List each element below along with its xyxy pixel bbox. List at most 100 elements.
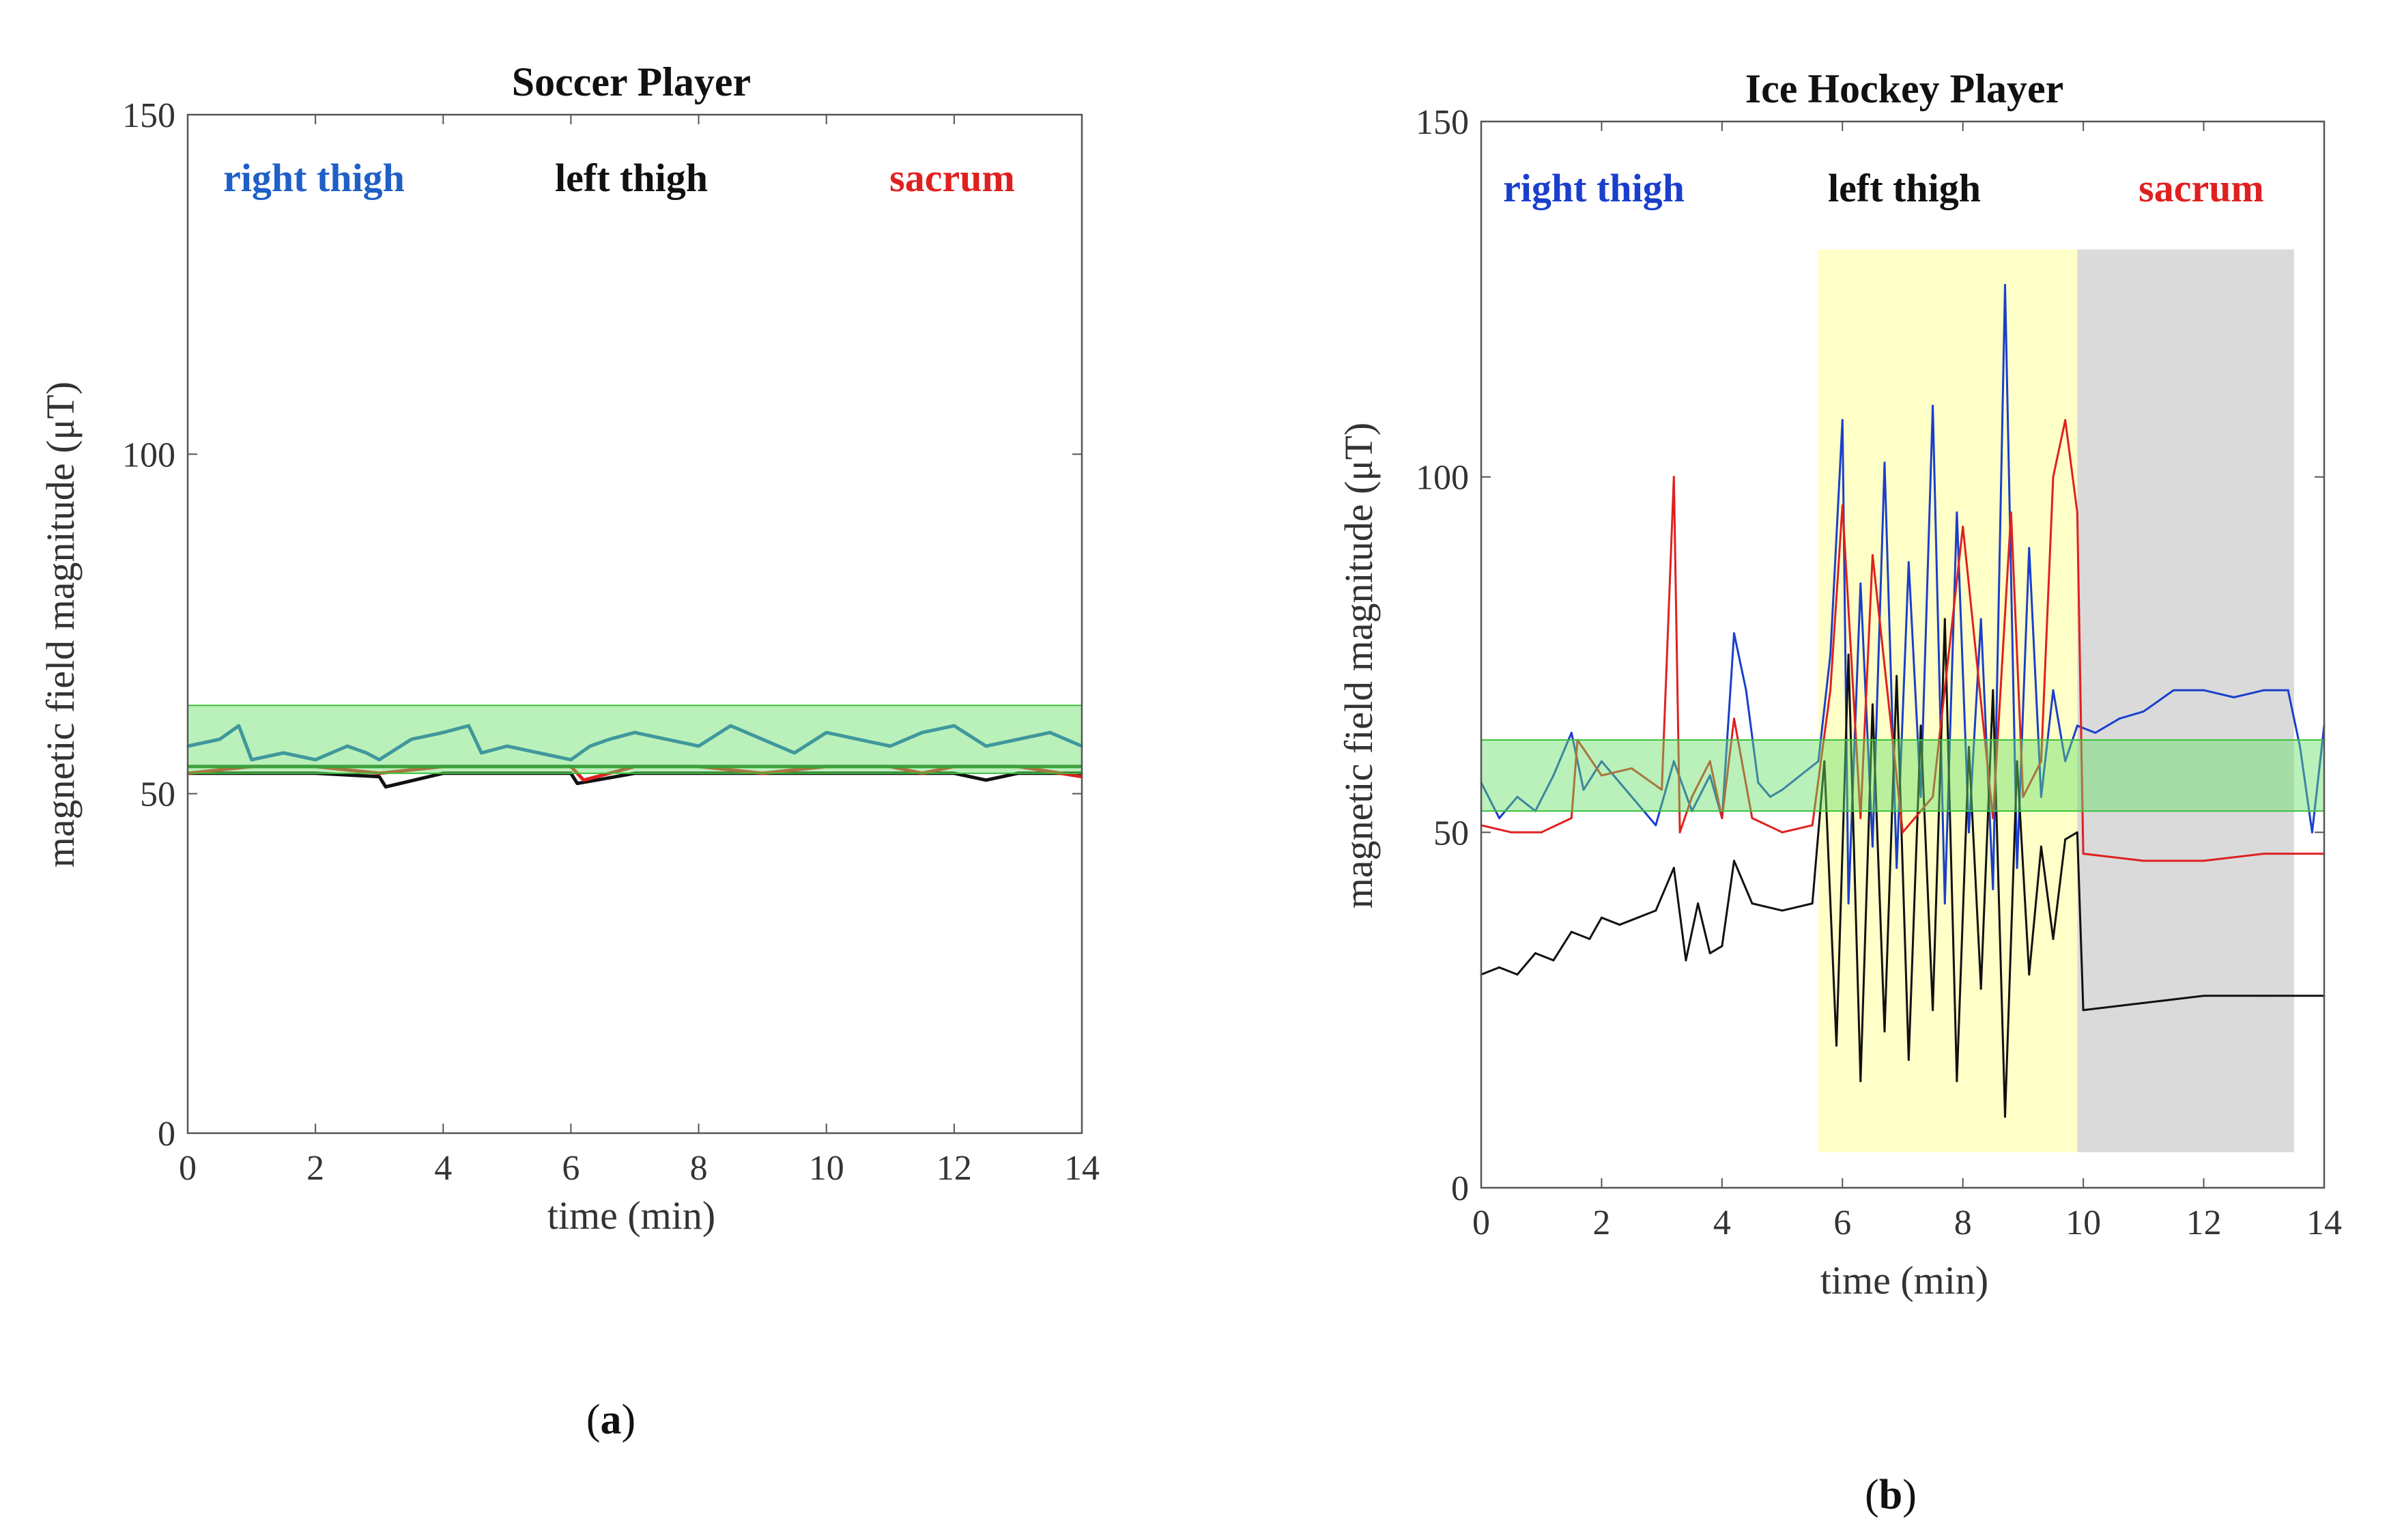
data-point	[1588, 938, 1591, 941]
data-point	[1751, 817, 1754, 820]
data-point	[346, 745, 349, 747]
legend-left-thigh: left thigh	[1828, 166, 1981, 210]
data-point	[1600, 774, 1603, 777]
data-point	[1907, 1059, 1910, 1061]
data-point	[793, 752, 796, 754]
data-point	[761, 738, 764, 741]
data-point	[1582, 788, 1585, 791]
data-point	[2052, 476, 2055, 479]
data-point	[1979, 618, 1982, 621]
data-point	[1552, 774, 1555, 777]
data-point	[985, 745, 988, 747]
chart-title: Ice Hockey Player	[1745, 66, 2064, 111]
data-point	[2040, 760, 2042, 762]
legend-sacrum: sacrum	[2138, 166, 2264, 210]
data-point	[1992, 817, 1994, 820]
data-point	[2009, 511, 2012, 514]
data-point	[1932, 795, 1934, 798]
data-point	[698, 745, 700, 747]
series-line-sacrum	[1480, 418, 2324, 862]
data-point	[889, 745, 891, 747]
data-point	[1685, 959, 1687, 962]
data-point	[2076, 511, 2078, 514]
data-point	[2203, 859, 2205, 862]
data-point	[2142, 710, 2145, 713]
data-point	[2142, 859, 2145, 862]
data-point	[2040, 795, 2042, 798]
data-point	[1600, 760, 1603, 762]
data-point	[1733, 859, 1735, 862]
data-point	[1799, 774, 1802, 777]
data-point	[238, 724, 240, 727]
data-point	[1781, 788, 1784, 791]
plot-area-ice-hockey: 0 2 4 6 8 10 12 14 0 50 100 150	[1416, 103, 2342, 1242]
data-point	[2016, 866, 2018, 869]
data-point	[1847, 902, 1850, 904]
x-tick-label: 0	[179, 1149, 197, 1188]
normal-range-band	[1480, 739, 2325, 812]
data-point	[314, 758, 317, 761]
data-point	[1902, 831, 1904, 833]
data-point	[2094, 732, 2097, 735]
data-point	[1823, 760, 1826, 762]
normal-range-band	[187, 704, 1083, 774]
data-point	[2028, 547, 2031, 550]
data-point	[1956, 1080, 1958, 1083]
plot-area-soccer: 0 2 4 6 8 10 12 14 0 50 100 150	[122, 96, 1100, 1188]
data-point	[1751, 902, 1754, 904]
data-point	[2052, 689, 2055, 691]
data-point	[2118, 717, 2121, 720]
chart-ice-hockey-player: 0 2 4 6 8 10 12 14 0 50 100 150 Ice Hockey Player r…	[1336, 66, 2342, 1518]
data-point	[1919, 795, 1922, 798]
data-point	[1498, 817, 1500, 820]
data-point	[282, 752, 285, 754]
x-tick-label: 14	[2306, 1203, 2342, 1242]
data-point	[1745, 689, 1747, 691]
x-tick-label: 2	[306, 1149, 324, 1188]
data-point	[1672, 760, 1675, 762]
x-tick-label: 0	[1472, 1203, 1490, 1242]
data-point	[1859, 582, 1862, 585]
data-point	[1943, 618, 1946, 621]
data-point	[2082, 1009, 2085, 1012]
data-point	[1534, 952, 1536, 954]
x-tick-label: 4	[434, 1149, 452, 1188]
data-point	[1769, 795, 1771, 798]
data-point	[2299, 745, 2302, 748]
data-point	[1992, 689, 1994, 691]
panel-label-a: (a)	[586, 1397, 635, 1443]
data-point	[1661, 788, 1663, 791]
y-tick-label: 0	[158, 1115, 175, 1154]
data-point	[1871, 554, 1874, 556]
data-point	[1618, 924, 1621, 926]
data-point	[1540, 831, 1543, 833]
x-tick-label: 4	[1713, 1203, 1731, 1242]
data-point	[1697, 902, 1700, 904]
data-point	[442, 731, 444, 734]
data-point	[1896, 866, 1898, 869]
data-point	[2142, 1001, 2145, 1004]
data-point	[1829, 653, 1832, 656]
data-point	[2082, 853, 2085, 855]
data-point	[410, 738, 412, 741]
y-tick-label: 50	[140, 775, 175, 814]
data-point	[2028, 973, 2031, 976]
data-point	[1859, 817, 1862, 820]
data-point	[2287, 689, 2289, 691]
x-axis-label: time (min)	[1820, 1258, 1988, 1302]
data-point	[378, 758, 381, 761]
x-axis-label: time (min)	[547, 1193, 715, 1238]
data-point	[1781, 909, 1784, 912]
axes-frame	[186, 113, 1083, 1135]
data-point	[633, 731, 636, 734]
data-point	[1932, 1009, 1934, 1012]
data-point	[365, 752, 368, 754]
y-tick-label: 100	[1416, 459, 1469, 498]
data-point	[218, 738, 221, 741]
data-point	[729, 724, 732, 727]
y-tick-label: 0	[1451, 1169, 1469, 1208]
data-point	[1992, 888, 1994, 891]
data-point	[1721, 817, 1723, 820]
x-tick-label: 6	[1833, 1203, 1851, 1242]
